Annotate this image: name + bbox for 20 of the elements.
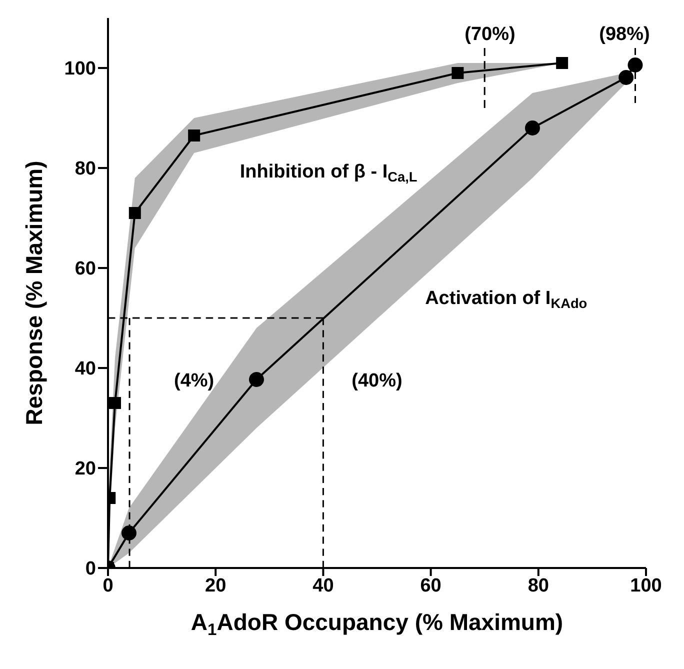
- y-tick-label: 40: [74, 358, 96, 380]
- x-tick-label: 100: [630, 575, 662, 596]
- x-axis-title: A$_{1}$AdoR Occupancy (% Maximum): [190, 609, 564, 640]
- x-tick-label: 20: [205, 575, 226, 596]
- y-tick-label: 80: [74, 158, 96, 180]
- annotation: Inhibition of β - I$_{Ca,L}$: [240, 162, 418, 185]
- annotation: (98%): [599, 24, 650, 45]
- annotation: (70%): [464, 24, 516, 45]
- x-tick-label: 0: [102, 575, 114, 596]
- x-tick-label: 40: [312, 575, 334, 596]
- x-tick-label: 80: [528, 575, 549, 596]
- y-tick-label: 100: [64, 58, 96, 80]
- y-tick-label: 0: [85, 558, 96, 580]
- annotation: (4%): [174, 370, 214, 392]
- y-axis-title: Response (% Maximum): [21, 160, 47, 426]
- x-tick-label: 60: [420, 575, 442, 596]
- annotation: Activation of I$_{KAdo}$: [425, 288, 588, 312]
- y-tick-label: 20: [74, 458, 96, 480]
- annotation: (40%): [352, 370, 402, 392]
- y-tick-label: 60: [74, 258, 96, 280]
